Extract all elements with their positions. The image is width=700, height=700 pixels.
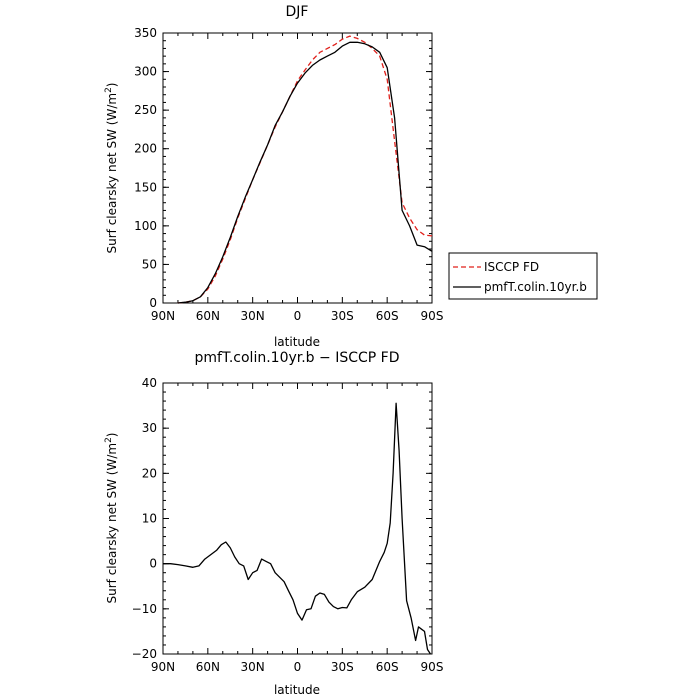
bottom-y-tick-label: 10 — [142, 512, 157, 526]
legend-label-model: pmfT.colin.10yr.b — [484, 280, 587, 294]
top-series-layer — [177, 35, 433, 304]
top-series-line-1 — [177, 41, 433, 304]
bottom-y-axis-title-tail: ) — [105, 433, 119, 438]
top-x-tick-label: 90N — [151, 309, 175, 323]
bottom-x-tick-label: 0 — [294, 660, 302, 674]
top-axes: 90N 60N 30N 0 30S 60S 90S 0 50 100 150 200 250 300 350 — [134, 26, 443, 323]
top-chart: DJF 90N 60N 30N 0 30S 60S 90S 0 50 100 150 200 250 30… — [104, 4, 598, 349]
bottom-y-tick-label: −20 — [132, 647, 157, 661]
top-y-tick-label: 300 — [134, 65, 157, 79]
top-x-axis-title: latitude — [274, 335, 320, 349]
bottom-x-axis-title: latitude — [274, 683, 320, 697]
bottom-series-line-0 — [163, 402, 432, 655]
bottom-chart-title: pmfT.colin.10yr.b − ISCCP FD — [195, 350, 400, 366]
top-x-tick-label: 90S — [421, 309, 444, 323]
top-y-axis-title-sup: 2 — [104, 87, 114, 93]
bottom-x-tick-label: 90S — [421, 660, 444, 674]
legend-frame — [448, 252, 598, 300]
top-y-tick-label: 0 — [149, 296, 157, 310]
top-y-tick-label: 100 — [134, 219, 157, 233]
top-x-tick-label: 30S — [331, 309, 354, 323]
top-x-tick-label: 30N — [241, 309, 265, 323]
top-y-axis-title: Surf clearsky net SW (W/m2) — [104, 83, 119, 254]
top-plot-frame — [162, 32, 433, 304]
top-y-axis-title-main: Surf clearsky net SW (W/m — [105, 93, 119, 254]
bottom-axes: 90N 60N 30N 0 30S 60S 90S −20 −10 0 10 20 30 40 — [132, 376, 444, 674]
top-x-tick-label: 60S — [376, 309, 399, 323]
top-y-tick-label: 200 — [134, 142, 157, 156]
top-y-tick-label: 50 — [142, 257, 157, 271]
bottom-x-tick-label: 90N — [151, 660, 175, 674]
bottom-y-tick-label: 30 — [142, 421, 157, 435]
bottom-y-axis-title-main: Surf clearsky net SW (W/m — [105, 443, 119, 604]
bottom-x-tick-label: 60N — [196, 660, 220, 674]
bottom-x-tick-label: 30N — [241, 660, 265, 674]
bottom-y-tick-label: 20 — [142, 466, 157, 480]
top-y-axis-title-tail: ) — [105, 83, 119, 88]
top-series-line-0 — [177, 35, 433, 304]
bottom-chart: pmfT.colin.10yr.b − ISCCP FD 90N 60N 30N 0 3… — [104, 350, 443, 697]
top-y-tick-label: 250 — [134, 103, 157, 117]
bottom-y-axis-title: Surf clearsky net SW (W/m2) — [104, 433, 119, 604]
top-y-tick-label: 150 — [134, 180, 157, 194]
bottom-x-tick-label: 30S — [331, 660, 354, 674]
bottom-y-tick-label: 0 — [149, 557, 157, 571]
bottom-x-tick-label: 60S — [376, 660, 399, 674]
top-legend: ISCCP FD pmfT.colin.10yr.b — [448, 252, 598, 300]
top-chart-title: DJF — [286, 4, 309, 20]
bottom-y-tick-label: 40 — [142, 376, 157, 390]
bottom-series-layer — [163, 402, 432, 655]
legend-label-isccp: ISCCP FD — [484, 260, 539, 274]
bottom-y-axis-title-sup: 2 — [104, 437, 114, 443]
bottom-y-tick-label: −10 — [132, 602, 157, 616]
top-x-tick-label: 0 — [294, 309, 302, 323]
top-y-tick-label: 350 — [134, 26, 157, 40]
top-x-tick-label: 60N — [196, 309, 220, 323]
